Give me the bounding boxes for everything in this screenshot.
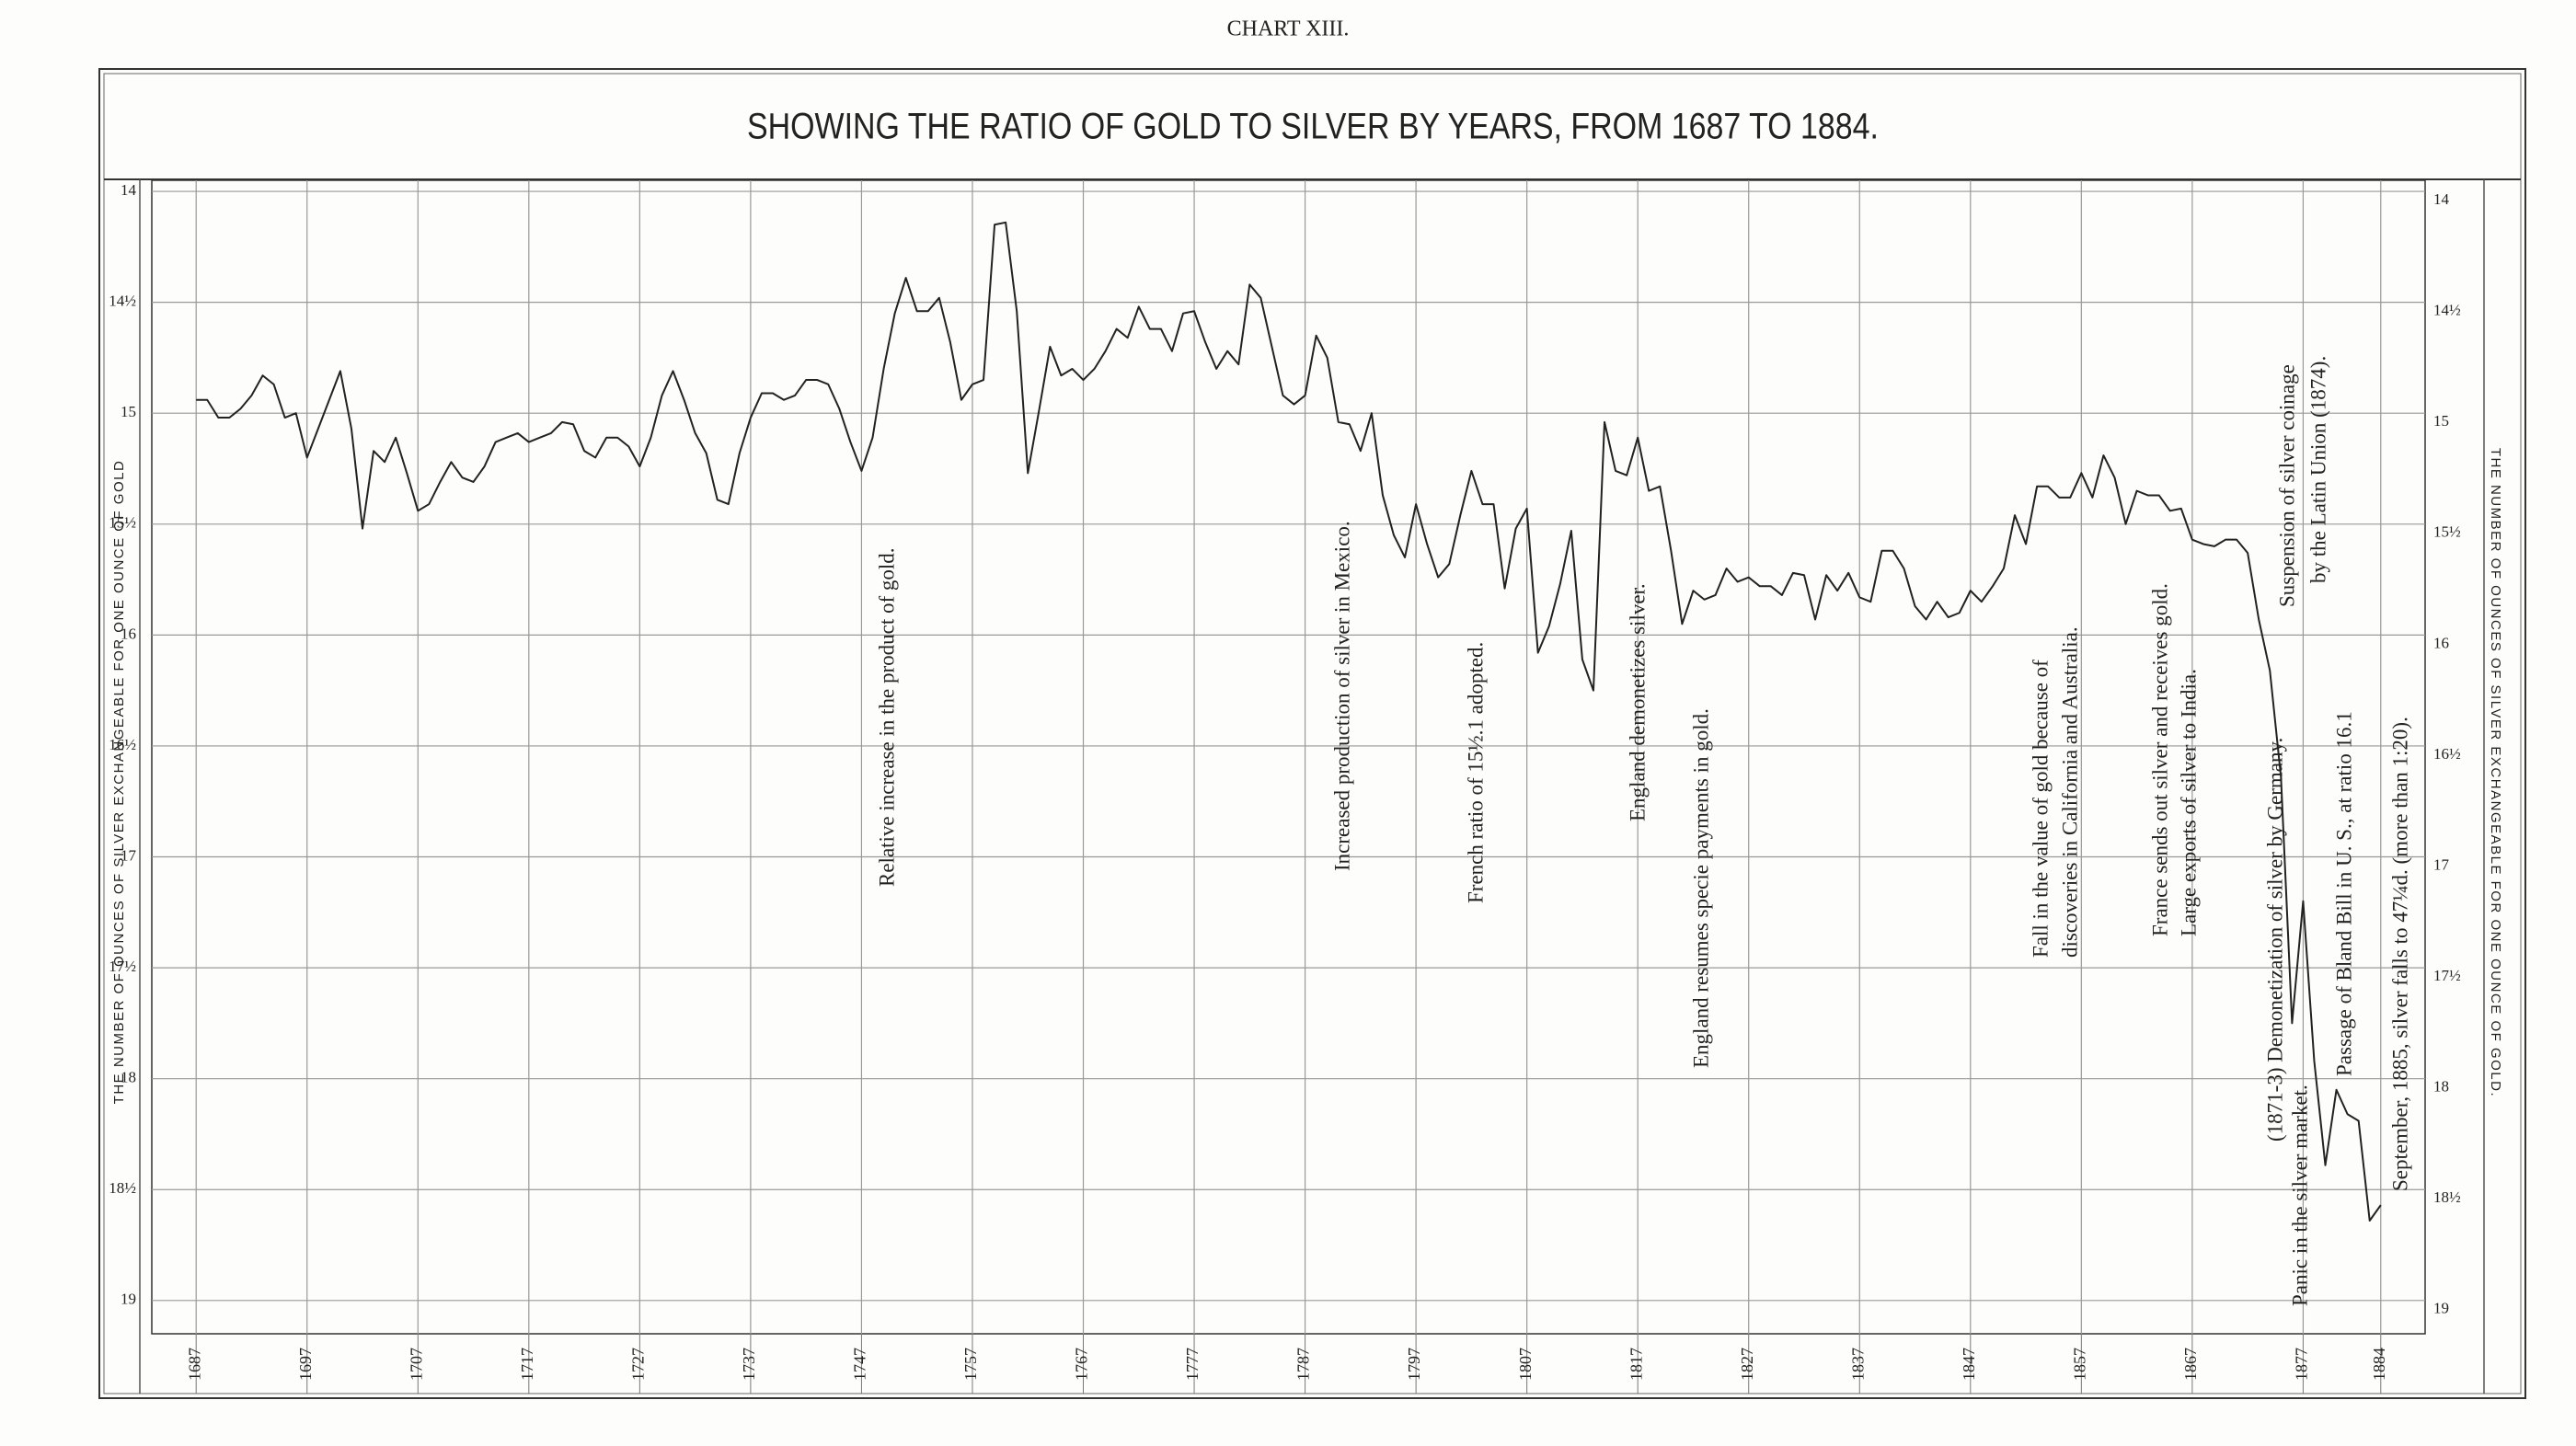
- y-tick-label: 19: [121, 1291, 136, 1308]
- x-tick-label: 1827: [1738, 1348, 1756, 1381]
- x-tick-label: 1747: [851, 1348, 869, 1381]
- y-tick-label: 16: [121, 625, 136, 642]
- outer-frame: [98, 68, 2526, 1399]
- y-tick-label-right: 14½: [2433, 302, 2461, 319]
- x-tick-label: 1817: [1627, 1348, 1645, 1381]
- y-tick-label-right: 16½: [2433, 745, 2461, 763]
- y-axis-title-left: THE NUMBER OF OUNCES OF SILVER EXCHANGEA…: [111, 460, 127, 1105]
- annotation: Suspension of silver coinage: [2275, 364, 2298, 607]
- x-tick-label: 1787: [1294, 1348, 1313, 1381]
- y-tick-label-right: 16: [2433, 634, 2449, 651]
- y-tick-label: 16½: [109, 736, 136, 753]
- x-tick-label: 1727: [628, 1348, 647, 1381]
- x-tick-label: 1687: [185, 1348, 203, 1381]
- annotation: Passage of Bland Bill in U. S., at ratio…: [2332, 711, 2355, 1076]
- y-tick-label-right: 14: [2433, 190, 2450, 208]
- x-tick-label: 1797: [1405, 1348, 1423, 1381]
- x-tick-label: 1777: [1183, 1348, 1202, 1381]
- y-tick-label-right: 17: [2433, 855, 2450, 873]
- inner-frame: [103, 73, 2522, 1394]
- x-tick-label: 1697: [296, 1348, 315, 1381]
- x-tick-label: 1707: [407, 1348, 425, 1381]
- annotation: by the Latin Union (1874).: [2306, 356, 2329, 583]
- data-line: [196, 221, 2382, 1222]
- x-tick-label: 1807: [1516, 1348, 1535, 1381]
- y-tick-label-right: 15: [2433, 412, 2449, 430]
- y-tick-label: 17½: [109, 958, 136, 975]
- annotation: Relative increase in the product of gold…: [875, 547, 898, 887]
- y-tick-label-right: 18½: [2433, 1188, 2461, 1206]
- x-tick-label: 1737: [740, 1348, 758, 1381]
- annotation: September, 1885, silver falls to 47¼d. (…: [2388, 717, 2411, 1191]
- y-tick-label: 14½: [109, 293, 136, 310]
- annotation: England demonetizes silver.: [1626, 583, 1649, 821]
- y-tick-label: 15½: [109, 514, 136, 532]
- x-tick-label: 1837: [1848, 1348, 1867, 1381]
- annotation: (1871-3) Demonetization of silver by Ger…: [2263, 738, 2286, 1142]
- plot-frame: [151, 179, 2426, 1335]
- y-axis-title-right: THE NUMBER OF OUNCES OF SILVER EXCHANGEA…: [2488, 448, 2503, 1097]
- annotation: discoveries in California and Australia.: [2058, 626, 2081, 958]
- x-tick-label: 1877: [2293, 1348, 2311, 1381]
- y-tick-label: 14: [121, 181, 137, 199]
- x-tick-label: 1757: [961, 1348, 980, 1381]
- x-tick-label: 1717: [518, 1348, 536, 1381]
- y-tick-label: 15: [121, 403, 136, 420]
- annotation: England resumes specie payments in gold.: [1689, 708, 1712, 1068]
- x-tick-label: 1884: [2370, 1348, 2388, 1381]
- x-tick-label: 1767: [1073, 1348, 1091, 1381]
- annotation: Large exports of silver to India.: [2177, 669, 2200, 936]
- y-tick-label-right: 19: [2433, 1300, 2449, 1317]
- y-tick-label-right: 17½: [2433, 967, 2461, 984]
- chart-header: CHART XIII.: [1227, 17, 1350, 41]
- annotation: French ratio of 15½.1 adopted.: [1464, 642, 1487, 903]
- annotation: Increased production of silver in Mexico…: [1330, 521, 1353, 871]
- x-tick-label: 1857: [2070, 1348, 2088, 1381]
- y-tick-label: 17: [121, 846, 137, 864]
- x-tick-label: 1847: [1960, 1348, 1978, 1381]
- y-tick-label: 18: [121, 1069, 136, 1086]
- annotation: France sends out silver and receives gol…: [2148, 583, 2171, 936]
- chart-title: SHOWING THE RATIO OF GOLD TO SILVER BY Y…: [747, 107, 1879, 147]
- y-tick-label-right: 18: [2433, 1078, 2449, 1096]
- annotation: Panic in the silver market.: [2288, 1084, 2311, 1306]
- x-tick-label: 1867: [2181, 1348, 2200, 1381]
- annotation: Fall in the value of gold because of: [2029, 660, 2052, 958]
- y-tick-label: 18½: [109, 1179, 136, 1197]
- y-tick-label-right: 15½: [2433, 523, 2461, 541]
